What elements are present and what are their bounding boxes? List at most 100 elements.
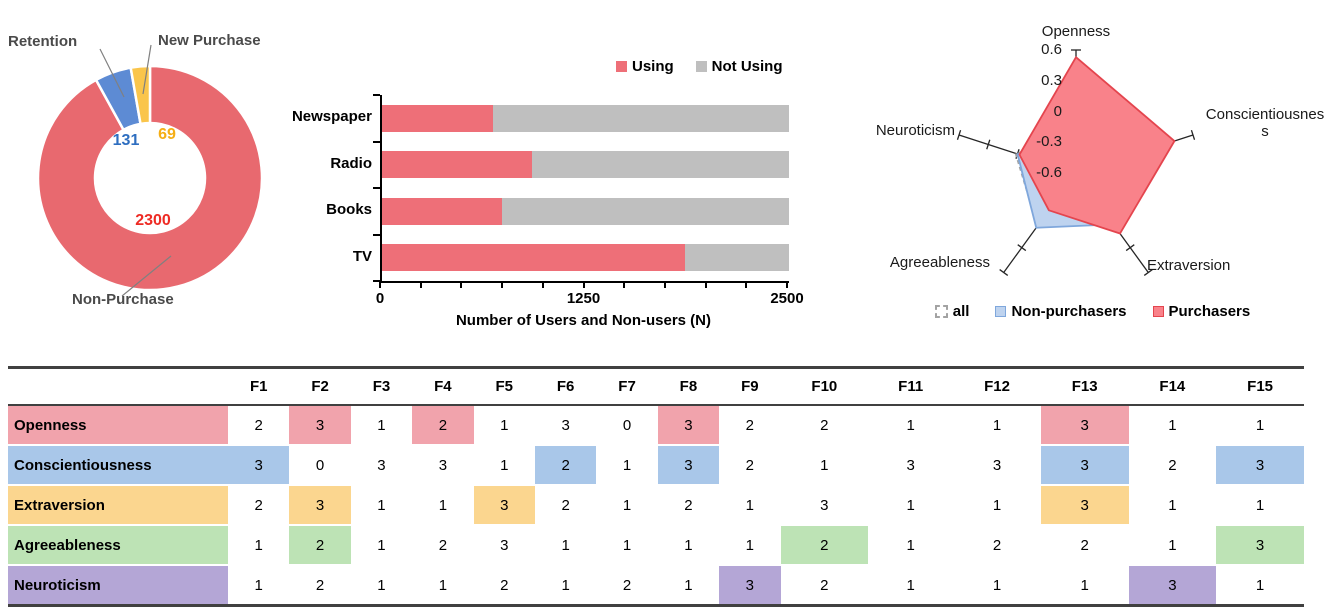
row-label-extraversion: Extraversion xyxy=(8,485,228,526)
radar-series-purchasers xyxy=(1018,56,1176,235)
table-cell-extraversion-f10: 3 xyxy=(780,485,869,526)
donut-value-new-purchase: 69 xyxy=(158,126,176,143)
table-cell-conscientiousness-f5: 1 xyxy=(473,445,535,486)
table-cell-agreeableness-f11: 1 xyxy=(868,525,954,566)
bar-category-label: Radio xyxy=(330,154,372,172)
legend-item-non-purchasers: Non-purchasers xyxy=(995,303,1127,320)
table-cell-neuroticism-f13: 1 xyxy=(1040,565,1129,607)
table-cell-extraversion-f6: 2 xyxy=(534,485,597,526)
big5-table: F1 F2 F3 F4 F5 F6 F7 F8 F9 F10 F11 F12 F13 F14 F15 Ope… xyxy=(8,366,1304,607)
y-tick xyxy=(373,140,380,143)
bar-segment-using xyxy=(382,104,493,132)
table-cell-conscientiousness-f12: 3 xyxy=(953,445,1041,486)
table-cell-openness-f13: 3 xyxy=(1040,405,1129,446)
table-cell-neuroticism-f7: 2 xyxy=(596,565,658,607)
x-tick-label: 1250 xyxy=(566,290,601,307)
table-cell-extraversion-f8: 2 xyxy=(657,485,720,526)
table-cell-openness-f10: 2 xyxy=(780,405,869,446)
bar-category-label: Newspaper xyxy=(291,108,372,126)
donut-leader-line xyxy=(121,255,172,297)
donut-value-retention: 131 xyxy=(112,132,140,149)
x-tick xyxy=(419,281,422,288)
bar-row xyxy=(382,104,789,132)
radar-tick-mark xyxy=(999,269,1009,276)
bar-segment-not-using xyxy=(684,244,789,272)
x-tick xyxy=(704,281,707,288)
bar-category-label: TV xyxy=(352,247,372,265)
row-label-neuroticism: Neuroticism xyxy=(8,565,228,607)
table-col-header-f15: F15 xyxy=(1216,366,1304,406)
radar-axis-label-agreeableness: Agreeableness xyxy=(889,254,990,271)
table-cell-extraversion-f15: 1 xyxy=(1216,485,1304,526)
table-col-header-f4: F4 xyxy=(412,366,474,406)
y-tick xyxy=(373,187,380,189)
table-cell-openness-f7: 0 xyxy=(596,405,658,446)
table-row-conscientiousness: Conscientiousness 3 0 3 3 1 2 1 3 2 1 3 3 3 2 3 xyxy=(8,445,1304,486)
y-tick xyxy=(373,94,380,96)
table-cell-neuroticism-f14: 3 xyxy=(1128,565,1217,607)
donut-callout-non-purchase: Non-Purchase xyxy=(72,291,174,308)
legend-label-purchasers: Purchasers xyxy=(1168,303,1251,320)
table-cell-openness-f4: 2 xyxy=(412,405,474,446)
donut-callout-retention: Retention xyxy=(8,33,78,50)
table-cell-agreeableness-f7: 1 xyxy=(596,525,658,566)
not-using-swatch-icon xyxy=(695,61,707,72)
bar-row xyxy=(382,244,789,272)
radar-tick-label: -0.3 xyxy=(1036,133,1062,151)
bar-segment-using xyxy=(382,197,503,225)
bar-row xyxy=(382,197,789,225)
table-col-header-f14: F14 xyxy=(1128,366,1217,406)
radar-axis-label-openness: Openness xyxy=(1041,23,1111,40)
radar-svg xyxy=(956,49,1196,276)
table-cell-neuroticism-f8: 1 xyxy=(657,565,720,607)
table-cell-extraversion-f9: 1 xyxy=(719,485,781,526)
donut-leader-line xyxy=(142,44,152,95)
table-cell-agreeableness-f4: 2 xyxy=(412,525,474,566)
x-tick xyxy=(582,281,585,288)
table-cell-openness-f8: 3 xyxy=(657,405,720,446)
legend-label-using: Using xyxy=(632,58,674,75)
table-cell-agreeableness-f13: 2 xyxy=(1040,525,1129,566)
table-col-header-f6: F6 xyxy=(534,366,597,406)
bar-segment-using xyxy=(382,244,685,272)
radar-tick-mark xyxy=(956,130,962,140)
table-cell-conscientiousness-f7: 1 xyxy=(596,445,658,486)
table-cell-neuroticism-f2: 2 xyxy=(289,565,351,607)
table-cell-extraversion-f11: 1 xyxy=(868,485,954,526)
legend-item-purchasers: Purchasers xyxy=(1152,303,1251,320)
table-cell-agreeableness-f5: 3 xyxy=(473,525,535,566)
table-col-header-f10: F10 xyxy=(780,366,869,406)
radar-legend: all Non-purchasers Purchasers xyxy=(848,303,1337,320)
table-cell-agreeableness-f3: 1 xyxy=(350,525,413,566)
x-tick xyxy=(379,281,381,288)
bar-chart-legend: Using Not Using xyxy=(616,58,783,75)
table-cell-openness-f3: 1 xyxy=(350,405,413,446)
media-usage-bar-chart: Using Not Using Newspaper Radio Books TV 0 1… xyxy=(280,40,820,345)
big5-factor-table: F1 F2 F3 F4 F5 F6 F7 F8 F9 F10 F11 F12 F13 F14 F15 Ope… xyxy=(8,366,1304,607)
table-cell-agreeableness-f2: 2 xyxy=(289,525,351,566)
table-col-header-f5: F5 xyxy=(473,366,535,406)
radar-axis-label-neuroticism: Neuroticism xyxy=(875,122,955,139)
table-cell-conscientiousness-f9: 2 xyxy=(719,445,781,486)
table-cell-neuroticism-f3: 1 xyxy=(350,565,413,607)
x-tick xyxy=(623,281,626,288)
bar-segment-not-using xyxy=(531,151,789,179)
radar-tick-label: 0.6 xyxy=(1041,41,1062,58)
bar-plot-area xyxy=(380,95,789,283)
table-corner-cell xyxy=(8,366,228,406)
donut-callout-new-purchase: New Purchase xyxy=(158,32,261,49)
table-cell-agreeableness-f12: 2 xyxy=(953,525,1041,566)
table-cell-openness-f12: 1 xyxy=(953,405,1041,446)
non-purchasers-swatch-icon xyxy=(995,306,1007,317)
radar-tick-label: 0 xyxy=(1053,102,1062,120)
x-tick xyxy=(460,281,463,288)
radar-tick-mark xyxy=(1017,244,1027,252)
radar-tick-mark xyxy=(1190,130,1196,140)
table-cell-neuroticism-f6: 1 xyxy=(534,565,597,607)
table-cell-conscientiousness-f1: 3 xyxy=(228,445,290,486)
row-label-conscientiousness: Conscientiousness xyxy=(8,445,228,486)
bar-segment-not-using xyxy=(502,197,789,225)
table-cell-neuroticism-f5: 2 xyxy=(473,565,535,607)
table-cell-conscientiousness-f2: 0 xyxy=(289,445,351,486)
radar-axis-label-extraversion: Extraversion xyxy=(1147,257,1231,274)
